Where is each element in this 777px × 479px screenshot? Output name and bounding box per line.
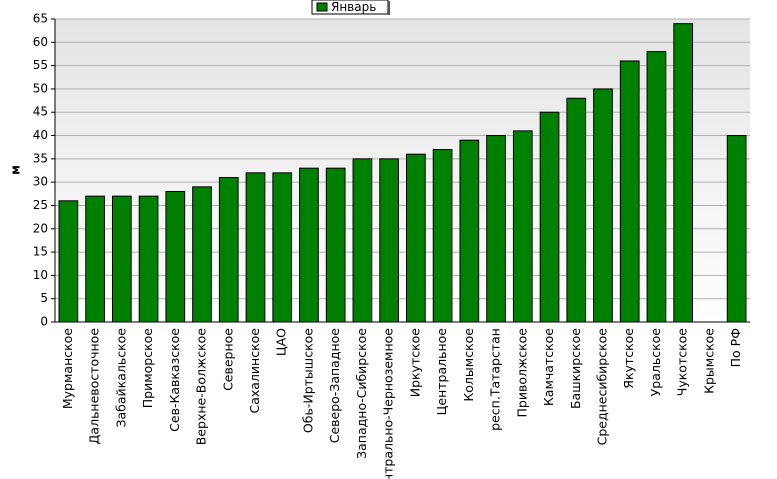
- bar: [58, 200, 79, 323]
- x-tick-label: Центрально-Черноземное: [381, 328, 396, 479]
- legend: Январь: [311, 0, 390, 15]
- x-tick-label: Обь-Иртышское: [300, 328, 315, 433]
- x-tick-label: Приволжское: [514, 328, 529, 418]
- bar: [486, 135, 506, 323]
- y-tick-label: 25: [33, 198, 48, 212]
- bar: [138, 195, 159, 323]
- x-tick-label: Якутское: [621, 328, 636, 389]
- y-tick-label: 15: [33, 245, 48, 259]
- bar: [619, 60, 640, 323]
- bar: [673, 23, 694, 323]
- y-tick-label: 40: [33, 128, 48, 142]
- bar: [379, 158, 399, 323]
- x-tick-label: Центральное: [434, 328, 449, 416]
- bar: [218, 176, 239, 323]
- bar: [459, 139, 480, 323]
- bar: [406, 153, 426, 323]
- x-tick-label: Забайкальское: [113, 328, 128, 428]
- bar: [299, 167, 319, 323]
- x-tick-label: Сев-Кавказское: [167, 328, 182, 432]
- x-tick-label: ЦАО: [274, 328, 289, 356]
- y-tick-label: 10: [33, 268, 48, 282]
- bar: [111, 195, 132, 323]
- x-tick-label: Приморское: [140, 328, 155, 409]
- x-tick-label: По РФ: [728, 328, 743, 368]
- bar: [539, 111, 560, 323]
- x-tick-label: Чукотское: [675, 328, 690, 397]
- y-tick-label: 45: [33, 105, 48, 119]
- x-tick-label: Башкирское: [568, 328, 583, 409]
- bar: [85, 195, 105, 323]
- bar: [593, 88, 613, 323]
- bar: [272, 172, 293, 323]
- plot-area: [55, 19, 750, 322]
- y-tick-label: 5: [40, 291, 48, 305]
- x-tick-label: Иркутское: [407, 328, 422, 398]
- y-tick-label: 20: [33, 221, 48, 235]
- x-tick-label: Северное: [220, 328, 235, 391]
- x-tick-label: Верхне-Волжское: [194, 328, 209, 446]
- x-tick-label: Дальневосточное: [87, 328, 102, 445]
- bar: [646, 51, 667, 323]
- bar: [726, 135, 747, 323]
- bar: [432, 149, 453, 323]
- x-tick-label: Крымское: [701, 328, 716, 394]
- y-axis-label: м: [9, 165, 23, 175]
- y-tick-label: 55: [33, 58, 48, 72]
- y-tick-label: 50: [33, 81, 48, 95]
- x-tick-label: Колымское: [461, 328, 476, 402]
- bar: [512, 130, 533, 323]
- x-tick-label: Уральское: [648, 328, 663, 397]
- x-tick-label: Мурманское: [60, 328, 75, 409]
- bar: [165, 190, 186, 323]
- y-tick-label: 35: [33, 151, 48, 165]
- y-tick-label: 60: [33, 35, 48, 49]
- x-tick-label: Камчатское: [541, 328, 556, 406]
- x-tick-label: респ.Татарстан: [488, 328, 503, 431]
- y-tick-label: 65: [33, 12, 48, 26]
- bar: [352, 158, 373, 323]
- y-tick-label: 30: [33, 175, 48, 189]
- x-tick-label: Западно-Сибирское: [354, 328, 369, 459]
- bar: [325, 167, 346, 323]
- bar: [566, 97, 587, 323]
- x-tick-label: Сахалинское: [247, 328, 262, 414]
- x-tick-label: Среднесибирское: [594, 328, 609, 446]
- legend-label: Январь: [331, 0, 376, 14]
- y-tick-label: 0: [40, 315, 48, 329]
- bar: [192, 186, 212, 323]
- legend-swatch: [316, 2, 328, 12]
- bar: [245, 172, 266, 323]
- x-tick-label: Северо-Западное: [327, 328, 342, 444]
